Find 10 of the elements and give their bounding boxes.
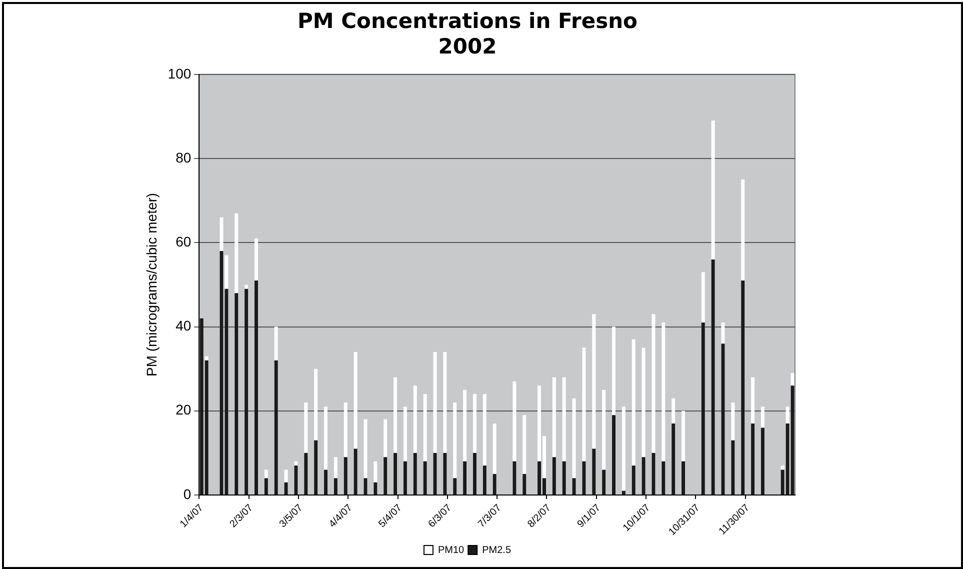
- y-axis-title: PM (micrograms/cubic meter): [143, 192, 160, 376]
- legend-label: PM2.5: [482, 544, 512, 556]
- chart-title: PM Concentrations in Fresno 2002: [298, 9, 638, 58]
- y-tick-label: 80: [176, 149, 192, 166]
- y-tick-label: 20: [176, 402, 192, 418]
- y-tick-label: 0: [183, 486, 192, 502]
- y-tick-label: 100: [168, 65, 192, 82]
- y-tick-label: 60: [176, 233, 192, 250]
- legend-label: PM10: [438, 544, 465, 556]
- y-tick-label: 40: [176, 318, 192, 334]
